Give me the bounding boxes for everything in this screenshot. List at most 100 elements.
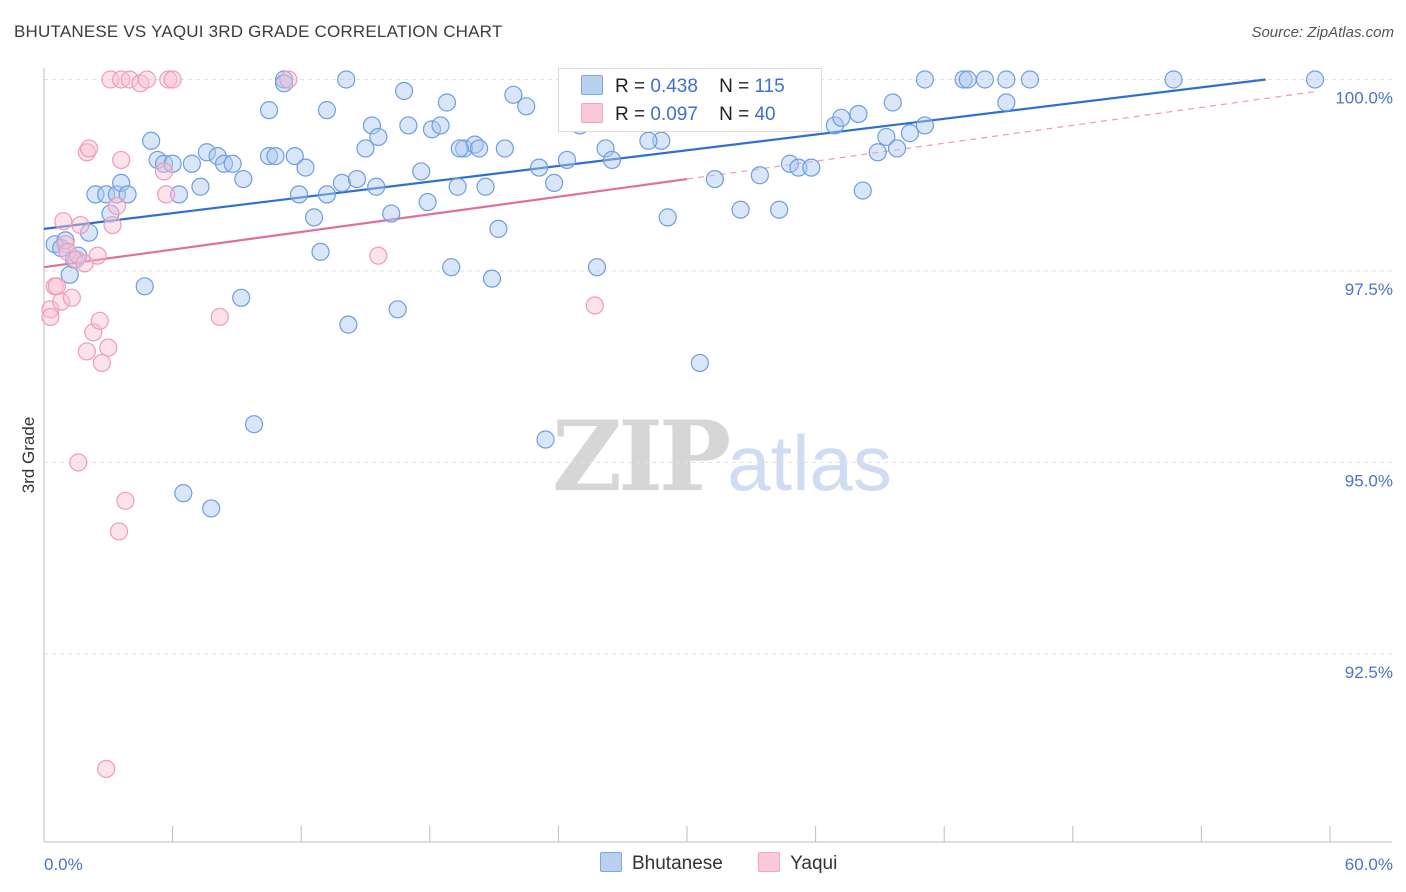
bhutanese-point	[197, 143, 216, 162]
bhutanese-point	[482, 269, 502, 288]
yaqui-point	[47, 277, 66, 296]
bhutanese-point	[296, 158, 315, 177]
bhutanese-point	[399, 116, 418, 135]
bhutanese-point	[731, 200, 750, 219]
bhutanese-point	[317, 185, 337, 204]
legend-item-yaqui: Yaqui	[758, 852, 837, 875]
bhutanese-point	[489, 219, 508, 238]
bhutanese-point	[602, 150, 622, 170]
yaqui-point	[99, 338, 118, 357]
bhutanese-legend-swatch	[600, 852, 622, 872]
bhutanese-point	[382, 204, 401, 223]
bhutanese-point	[476, 177, 495, 196]
yaqui-point	[107, 196, 126, 215]
bhutanese-point	[266, 147, 285, 166]
yaqui-point	[585, 296, 604, 315]
yaqui-point	[41, 307, 60, 327]
bhutanese-point	[347, 169, 367, 189]
bhutanese-point	[853, 181, 872, 200]
bhutanese-point	[536, 430, 555, 449]
yaqui-point	[112, 150, 131, 170]
yaqui-r-value: 0.097	[650, 104, 698, 125]
data-points	[41, 70, 1325, 779]
bhutanese-point	[954, 70, 973, 89]
bhutanese-point	[1305, 70, 1325, 89]
yaqui-point	[210, 307, 229, 327]
yaqui-point	[101, 70, 120, 89]
bhutanese-point	[849, 104, 868, 124]
bhutanese-point	[223, 154, 242, 173]
bhutanese-point	[169, 185, 189, 204]
bhutanese-point	[112, 173, 131, 193]
bhutanese-point	[832, 108, 851, 127]
bhutanese-r-value: 0.438	[650, 76, 698, 97]
bhutanese-point	[450, 139, 469, 158]
bhutanese-point	[311, 242, 330, 261]
n-label: N =	[719, 76, 750, 97]
watermark-zip: ZIP	[552, 400, 731, 513]
bhutanese-point	[422, 120, 442, 139]
yaqui-point	[79, 139, 99, 158]
bhutanese-point	[958, 70, 977, 89]
bhutanese-point	[56, 231, 75, 250]
watermark: ZIPatlas	[552, 400, 892, 513]
bhutanese-point	[191, 177, 210, 196]
bhutanese-point	[274, 70, 294, 89]
bhutanese-point	[975, 70, 995, 89]
bhutanese-point	[587, 258, 607, 277]
bhutanese-point	[289, 185, 309, 204]
bhutanese-point	[750, 166, 769, 185]
yaqui-point	[157, 185, 176, 204]
yaqui-point	[90, 311, 109, 330]
yaqui-point	[279, 70, 298, 89]
bhutanese-point	[388, 300, 407, 319]
yaqui-point	[159, 70, 178, 89]
bhutanese-point	[232, 288, 251, 307]
bhutanese-point	[454, 139, 474, 158]
y-tick-label: 97.5%	[1345, 280, 1393, 299]
yaqui-point	[77, 342, 96, 361]
yaqui-point	[109, 522, 129, 541]
bhutanese-point	[658, 208, 677, 227]
yaqui-point	[369, 246, 388, 265]
bhutanese-point	[259, 147, 279, 166]
bhutanese-point	[495, 139, 514, 158]
bhutanese-point	[557, 150, 577, 170]
bhutanese-point	[448, 177, 467, 196]
bhutanese-point	[356, 139, 375, 158]
yaqui-point	[97, 759, 116, 779]
bhutanese-point	[802, 158, 821, 177]
yaqui-point	[92, 353, 111, 373]
series-legend: Bhutanese Yaqui	[600, 852, 867, 875]
bhutanese-point	[202, 499, 221, 518]
source-label: Source: ZipAtlas.com	[1251, 24, 1394, 41]
bhutanese-legend-label: Bhutanese	[632, 853, 723, 874]
bhutanese-point	[317, 101, 337, 120]
bhutanese-point	[394, 81, 414, 101]
bhutanese-point	[887, 139, 907, 158]
bhutanese-point	[339, 315, 358, 334]
bhutanese-point	[997, 70, 1016, 89]
y-tick-label: 95.0%	[1345, 472, 1393, 491]
yaqui-legend-swatch	[758, 852, 781, 872]
r-label: R =	[615, 104, 646, 125]
bhutanese-point	[1020, 70, 1040, 89]
yaqui-n-value: 40	[754, 104, 776, 125]
bhutanese-point	[900, 124, 920, 143]
watermark-atlas: atlas	[727, 419, 892, 507]
bhutanese-point	[285, 147, 304, 166]
yaqui-point	[71, 215, 90, 235]
bhutanese-point	[259, 101, 279, 120]
yaqui-legend-label: Yaqui	[790, 853, 838, 874]
bhutanese-point	[877, 127, 896, 147]
yaqui-swatch	[581, 103, 603, 123]
bhutanese-point	[545, 173, 564, 193]
bhutanese-point	[915, 70, 935, 89]
bhutanese-point	[639, 131, 658, 150]
bhutanese-point	[789, 158, 808, 177]
bhutanese-trend-line	[43, 78, 1266, 230]
yaqui-point	[54, 212, 73, 231]
bhutanese-point	[97, 185, 116, 204]
bhutanese-point	[596, 139, 615, 158]
